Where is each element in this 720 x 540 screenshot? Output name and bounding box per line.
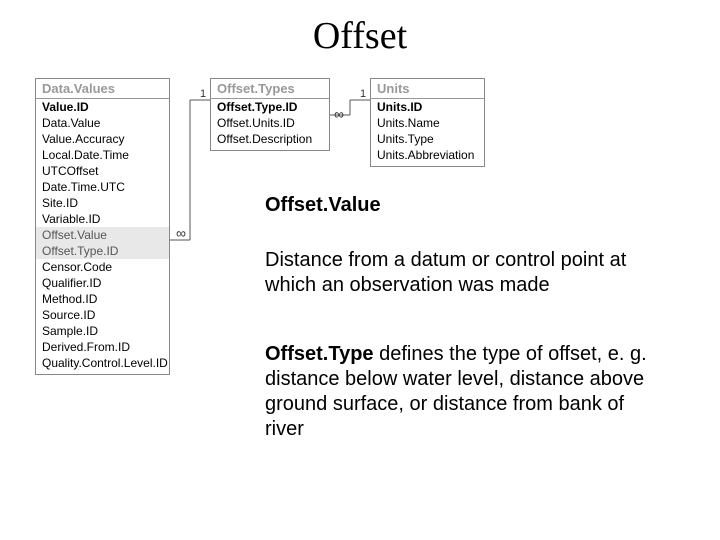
table-header-units: Units [371, 79, 484, 98]
body-heading: Offset.Value [265, 193, 660, 218]
field: Units.ID [371, 99, 484, 115]
table-header-offset-types: Offset.Types [211, 79, 329, 98]
field: Quality.Control.Level.ID [36, 355, 169, 374]
field-shaded: Offset.Type.ID [36, 243, 169, 259]
field: Value.Accuracy [36, 131, 169, 147]
field: Value.ID [36, 99, 169, 115]
field-shaded: Offset.Value [36, 227, 169, 243]
body-paragraph-2: Offset.Type defines the type of offset, … [265, 342, 660, 442]
field: Offset.Type.ID [211, 99, 329, 115]
field: Qualifier.ID [36, 275, 169, 291]
field: Data.Value [36, 115, 169, 131]
field: Units.Abbreviation [371, 147, 484, 166]
table-header-data-values: Data.Values [36, 79, 169, 98]
table-data-values: Data.Values Value.ID Data.Value Value.Ac… [35, 78, 170, 375]
cardinality-one: 1 [200, 88, 206, 100]
field: Units.Type [371, 131, 484, 147]
field: UTCOffset [36, 163, 169, 179]
cardinality-many: ∞ [176, 225, 186, 241]
cardinality-one: 1 [360, 88, 366, 100]
field: Local.Date.Time [36, 147, 169, 163]
field: Variable.ID [36, 211, 169, 227]
field: Method.ID [36, 291, 169, 307]
field: Offset.Description [211, 131, 329, 150]
page-title: Offset [0, 14, 720, 58]
field: Site.ID [36, 195, 169, 211]
field: Offset.Units.ID [211, 115, 329, 131]
body-paragraph-1: Distance from a datum or control point a… [265, 248, 660, 298]
field: Date.Time.UTC [36, 179, 169, 195]
cardinality-many: ∞ [334, 106, 344, 122]
field: Sample.ID [36, 323, 169, 339]
field: Units.Name [371, 115, 484, 131]
field: Source.ID [36, 307, 169, 323]
field: Derived.From.ID [36, 339, 169, 355]
field: Censor.Code [36, 259, 169, 275]
body-p2-lead: Offset.Type [265, 343, 374, 365]
table-offset-types: Offset.Types Offset.Type.ID Offset.Units… [210, 78, 330, 151]
table-units: Units Units.ID Units.Name Units.Type Uni… [370, 78, 485, 167]
